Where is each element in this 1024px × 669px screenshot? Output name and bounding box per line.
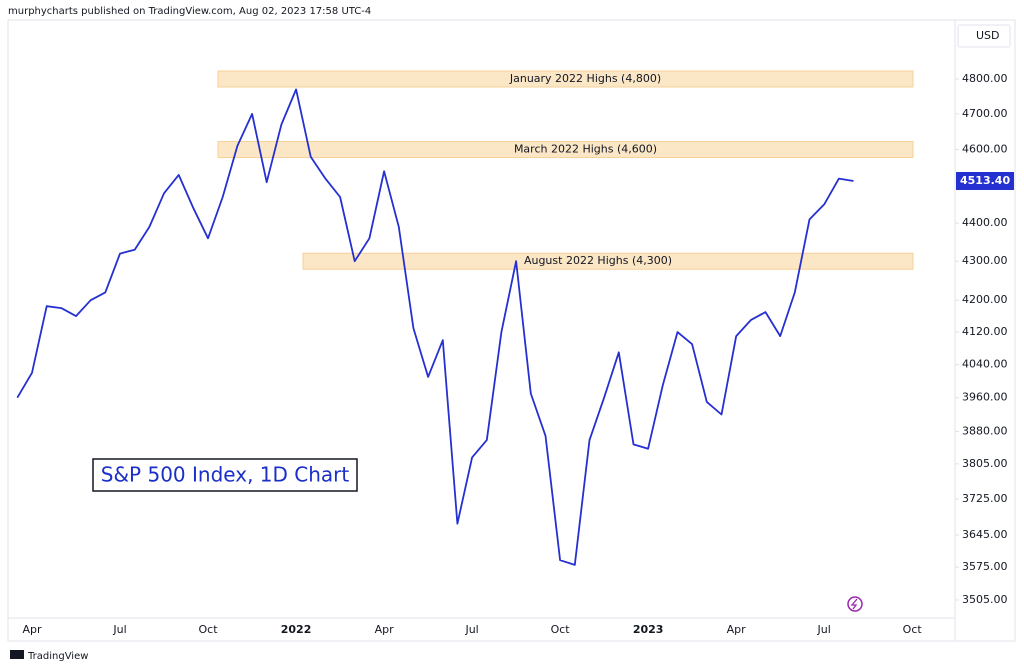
- annotation: S&P 500 Index, 1D Chart: [101, 463, 350, 487]
- x-tick-label: Jul: [464, 623, 478, 636]
- y-tick-label: 4700.00: [962, 107, 1008, 120]
- zone: [217, 70, 914, 88]
- y-tick-label: 3805.00: [962, 457, 1008, 470]
- x-tick-label: Jul: [817, 623, 831, 636]
- header: murphycharts published on TradingView.co…: [8, 6, 371, 17]
- x-tick-label: Apr: [22, 623, 42, 636]
- x-tick-label: Jul: [112, 623, 126, 636]
- zone-label: March 2022 Highs (4,600): [514, 143, 657, 156]
- currency-box: [957, 24, 1011, 48]
- y-tick-label: 3645.00: [962, 528, 1008, 541]
- y-tick-label: 3960.00: [962, 391, 1008, 404]
- zone: [302, 252, 914, 270]
- x-tick-label: 2022: [281, 623, 312, 636]
- zone: [217, 141, 914, 159]
- y-tick-label: 3575.00: [962, 560, 1008, 573]
- zone-label: January 2022 Highs (4,800): [509, 72, 661, 85]
- y-tick-label: 4600.00: [962, 143, 1008, 156]
- y-tick-label: 4120.00: [962, 325, 1008, 338]
- footer: TradingView: [27, 651, 88, 662]
- price-label-box: [956, 171, 1014, 190]
- x-tick-label: Apr: [375, 623, 395, 636]
- logo: [10, 650, 24, 659]
- y-tick-label: 4040.00: [962, 358, 1008, 371]
- event-icon-bolt: [850, 598, 858, 610]
- annotation-box: [92, 458, 358, 492]
- x-tick-label: Oct: [551, 623, 571, 636]
- y-tick-label: 3725.00: [962, 492, 1008, 505]
- y-tick-label: 4400.00: [962, 216, 1008, 229]
- y-tick-label: 3880.00: [962, 425, 1008, 438]
- frame: [7, 19, 1016, 642]
- x-tick-label: Oct: [903, 623, 923, 636]
- x-tick-label: 2023: [633, 623, 664, 636]
- y-tick-label: 3505.00: [962, 593, 1008, 606]
- x-tick-label: Oct: [199, 623, 219, 636]
- zone-label: August 2022 Highs (4,300): [524, 254, 672, 267]
- event-icon[interactable]: [847, 596, 863, 612]
- y-tick-label: 4200.00: [962, 293, 1008, 306]
- price-line: [16, 88, 854, 566]
- y-tick-label: 4800.00: [962, 72, 1008, 85]
- x-tick-label: Apr: [727, 623, 747, 636]
- currency: USD: [976, 29, 1000, 42]
- y-tick-label: 4300.00: [962, 254, 1008, 267]
- price-label: 4513.40: [960, 174, 1010, 187]
